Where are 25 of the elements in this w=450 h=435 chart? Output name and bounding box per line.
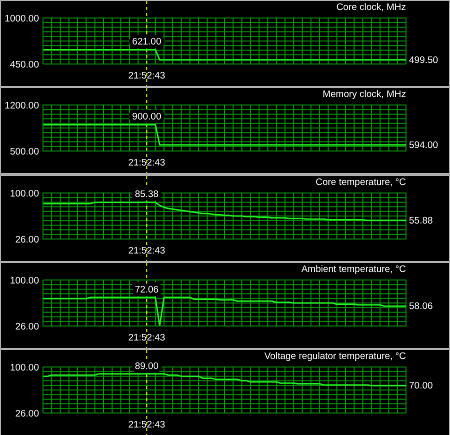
data-label: 55.88 (409, 214, 433, 226)
x-tick-label: 21:52:43 (128, 70, 166, 82)
y-tick-label: 26.00 (15, 321, 39, 332)
data-label: 499.50 (409, 54, 438, 66)
chart-title: Core clock, MHz (336, 2, 406, 13)
y-tick-label: 500.00 (10, 146, 39, 158)
y-tick-label: 26.00 (15, 234, 39, 246)
x-tick-label: 21:52:43 (128, 332, 166, 344)
x-tick-label: 21:52:43 (128, 246, 166, 257)
chart-title: Ambient temperature, °C (301, 264, 406, 275)
y-tick-label: 100.00 (10, 188, 39, 200)
y-tick-label: 100.00 (10, 362, 39, 374)
x-tick-label: 21:52:43 (128, 420, 166, 431)
y-tick-label: 26.00 (15, 408, 39, 420)
chart-title: Voltage regulator temperature, °C (264, 351, 406, 362)
y-tick-label: 100.00 (10, 275, 39, 286)
chart-title: Memory clock, MHz (322, 89, 406, 100)
data-label: 70.00 (409, 380, 433, 392)
y-tick-label: 1000.00 (4, 13, 39, 24)
y-tick-label: 1200.00 (4, 100, 39, 112)
data-label: 58.06 (409, 300, 433, 312)
chart-title: Core temperature, °C (316, 177, 406, 188)
x-tick-label: 21:52:43 (128, 158, 166, 169)
y-tick-label: 450.00 (10, 59, 39, 70)
data-label: 594.00 (409, 139, 438, 150)
